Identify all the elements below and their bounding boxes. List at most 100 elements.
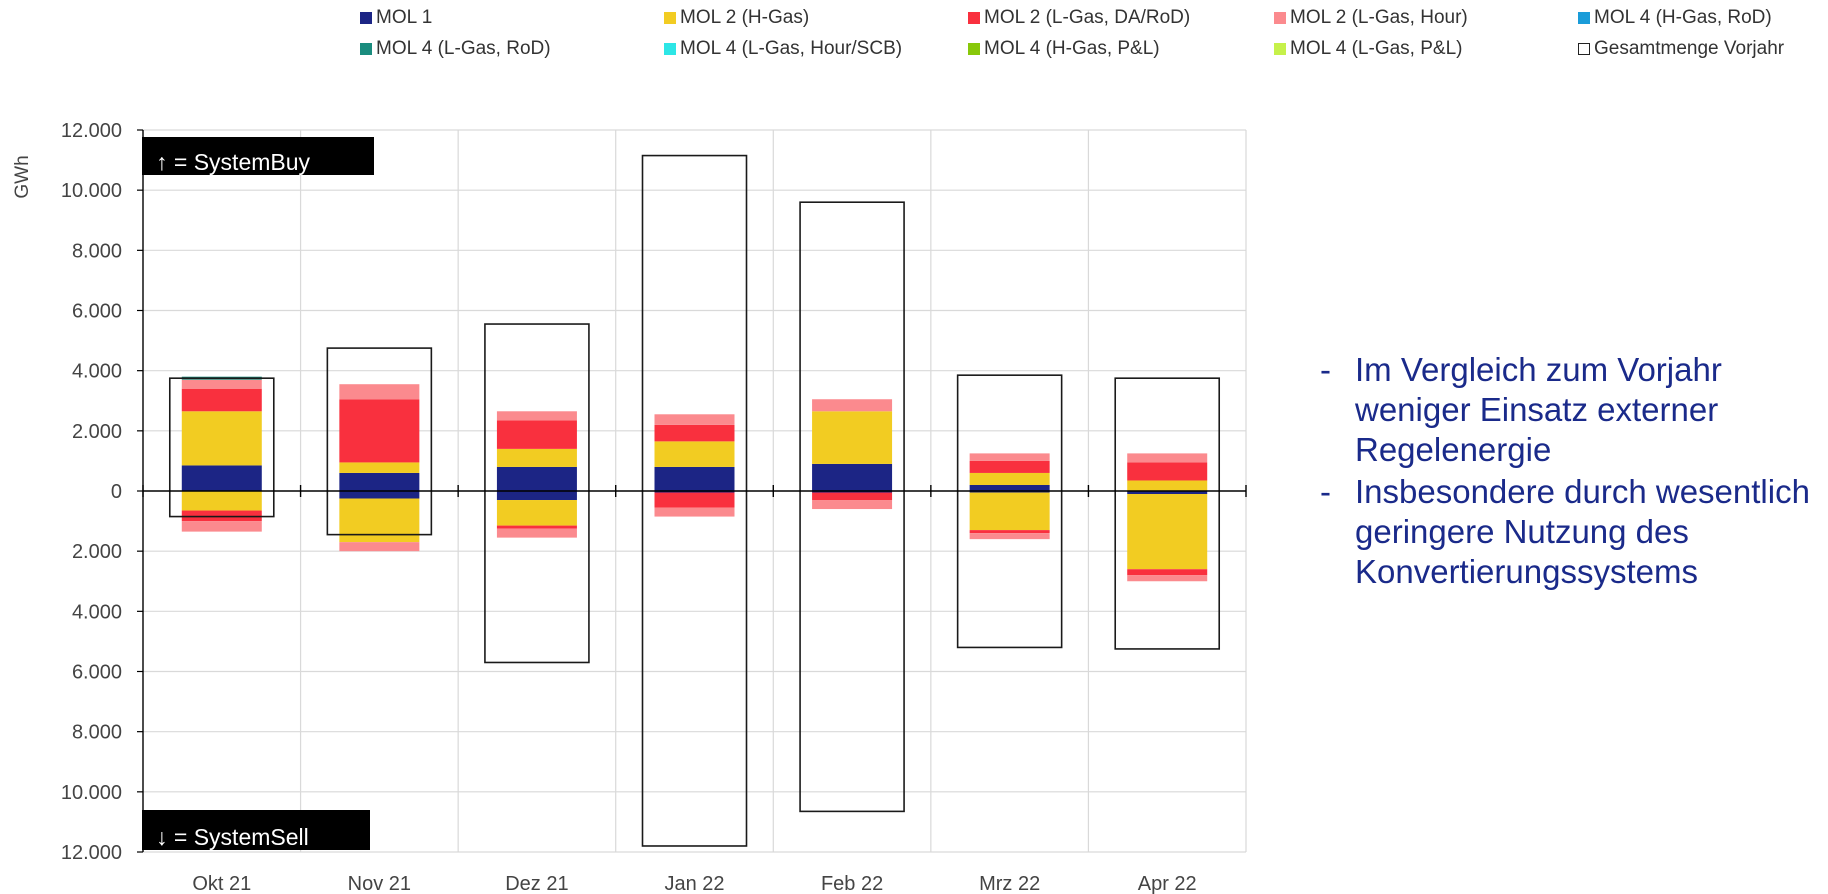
system-sell-box <box>142 810 370 850</box>
legend-label: MOL 2 (L-Gas, DA/RoD) <box>984 7 1191 28</box>
bar-segment <box>1127 494 1208 570</box>
y-tick-label: 2.000 <box>72 541 122 563</box>
bar-segment <box>969 453 1050 461</box>
bar-segment <box>969 492 1050 531</box>
bar-segment <box>339 384 420 400</box>
bar-segment <box>339 542 420 552</box>
bar-segment <box>339 498 420 543</box>
legend-swatch <box>1274 43 1286 55</box>
y-tick-label: 12.000 <box>61 842 122 864</box>
x-tick-label: Nov 21 <box>348 873 411 894</box>
bar-segment <box>181 379 262 389</box>
legend-swatch <box>664 12 676 24</box>
x-tick-label: Apr 22 <box>1138 873 1197 894</box>
y-tick-label: 10.000 <box>61 782 122 804</box>
previous-year-box <box>799 201 905 813</box>
bar-segment <box>496 491 577 501</box>
legend-label: MOL 2 (H-Gas) <box>680 7 810 28</box>
previous-year-boxes <box>168 154 1221 847</box>
bar-segment <box>969 484 1050 491</box>
bar-segment <box>969 472 1050 485</box>
bar-segment <box>654 491 735 493</box>
bar-segment <box>1127 480 1208 491</box>
bar-segment <box>812 500 893 510</box>
previous-year-box <box>168 377 275 518</box>
y-tick-label: 8.000 <box>72 722 122 744</box>
y-tick-label: 2.000 <box>72 421 122 443</box>
bullet-dash: - <box>1320 473 1331 510</box>
legend-label: Gesamtmenge Vorjahr <box>1594 38 1785 59</box>
legend-label: MOL 4 (H-Gas, RoD) <box>1594 7 1772 28</box>
x-tick-label: Okt 21 <box>192 873 251 894</box>
legend-item: Gesamtmenge Vorjahr <box>1578 38 1784 60</box>
legend-label: MOL 1 <box>376 7 433 28</box>
legend-swatch <box>360 43 372 55</box>
previous-year-box <box>641 154 748 847</box>
commentary: - Im Vergleich zum Vorjahr weniger Einsa… <box>1320 350 1828 594</box>
bar-segment <box>1127 453 1208 463</box>
y-tick-label: 0 <box>111 481 122 503</box>
bar-segment <box>654 507 735 517</box>
bar-segment <box>969 491 1050 493</box>
bar-segment <box>181 388 262 412</box>
legend-label: MOL 4 (H-Gas, P&L) <box>984 38 1160 59</box>
bar-segment <box>654 441 735 467</box>
legend-item: MOL 4 (L-Gas, P&L) <box>1274 38 1462 60</box>
legend-label: MOL 2 (L-Gas, Hour) <box>1290 7 1468 28</box>
previous-year-box <box>484 323 590 664</box>
y-tick-label: 4.000 <box>72 601 122 623</box>
y-tick-label: 8.000 <box>72 240 122 262</box>
bar-segment <box>812 399 893 412</box>
bar-segment <box>181 465 262 491</box>
axis-labels: Okt 21 Nov 21 Dez 21 Jan 22 Feb 22 Mrz 22 Apr … <box>12 120 1197 894</box>
legend-swatch <box>1578 43 1590 55</box>
bar-segment <box>496 528 577 538</box>
x-tick-label: Dez 21 <box>505 873 568 894</box>
bar-segment <box>181 411 262 466</box>
legend-swatch <box>968 12 980 24</box>
legend-item: MOL 1 <box>360 7 432 29</box>
legend-swatch <box>1274 12 1286 24</box>
bullet-text: Im Vergleich zum Vorjahr weniger Einsatz… <box>1355 351 1722 468</box>
bar-segment <box>339 472 420 491</box>
bar-segment <box>496 411 577 421</box>
previous-year-box <box>956 374 1063 649</box>
bar-segment <box>812 491 893 493</box>
legend-label: MOL 4 (L-Gas, RoD) <box>376 38 551 59</box>
axes <box>137 129 1247 853</box>
bar-segment <box>1127 462 1208 481</box>
bar-segment <box>654 466 735 491</box>
bullet-item-1: - Im Vergleich zum Vorjahr weniger Einsa… <box>1320 350 1828 470</box>
previous-year-box <box>1114 377 1221 650</box>
x-tick-label: Jan 22 <box>664 873 724 894</box>
bar-segment <box>1127 491 1208 495</box>
legend-label: MOL 4 (L-Gas, P&L) <box>1290 38 1463 59</box>
legend-swatch <box>664 43 676 55</box>
legend-swatch <box>1578 12 1590 24</box>
system-sell-label: ↓ = SystemSell <box>156 824 309 850</box>
legend-item: MOL 4 (L-Gas, Hour/SCB) <box>664 38 902 60</box>
legend-item: MOL 2 (H-Gas) <box>664 7 809 29</box>
system-buy-box <box>142 137 374 175</box>
bar-segment <box>1127 569 1208 576</box>
y-tick-label: 6.000 <box>72 301 122 323</box>
bar-segment <box>812 463 893 491</box>
system-buy-label: ↑ = SystemBuy <box>156 149 311 175</box>
bar-segment <box>1127 575 1208 582</box>
bar-segment <box>812 492 893 501</box>
legend-label: MOL 4 (L-Gas, Hour/SCB) <box>680 38 903 59</box>
y-tick-label: 10.000 <box>61 180 122 202</box>
bar-segment <box>339 491 420 499</box>
bar-segment <box>181 491 262 511</box>
bar-segment <box>496 466 577 491</box>
bar-segment <box>654 492 735 508</box>
y-tick-label: 12.000 <box>61 120 122 142</box>
bar-segment <box>812 411 893 464</box>
x-tick-label: Mrz 22 <box>979 873 1040 894</box>
bar-segment <box>339 462 420 473</box>
bar-segment <box>181 521 262 532</box>
legend-item: MOL 2 (L-Gas, Hour) <box>1274 7 1468 29</box>
stacked-bars <box>181 376 1208 582</box>
bar-segment <box>496 448 577 467</box>
